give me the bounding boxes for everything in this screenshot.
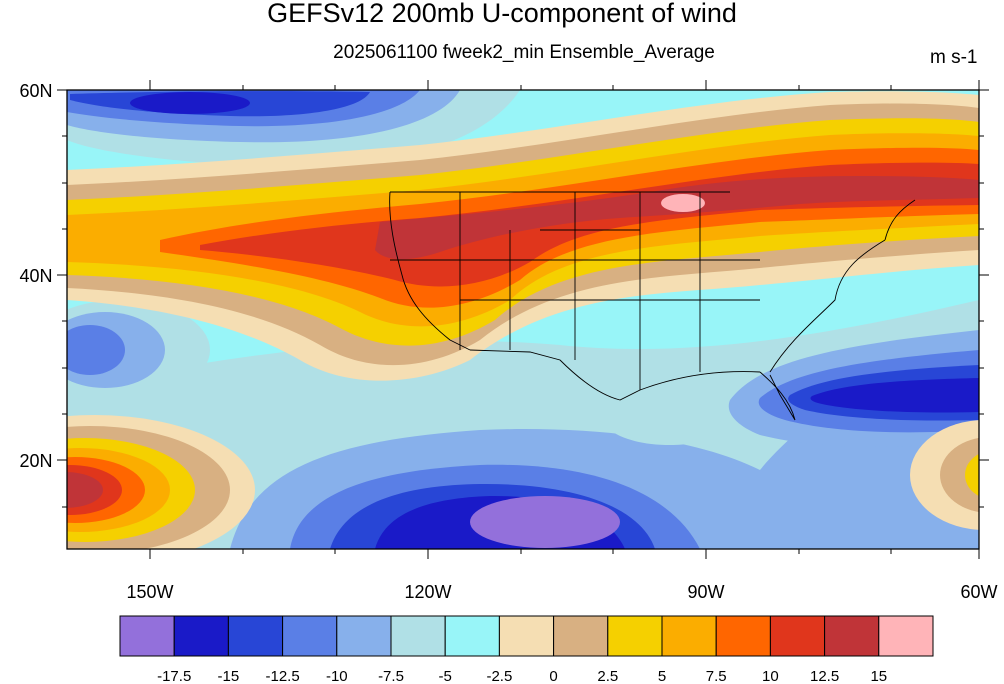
colorbar-label: 2.5 bbox=[597, 668, 618, 684]
colorbar-label: 15 bbox=[870, 668, 887, 684]
colorbar-label: 5 bbox=[658, 668, 666, 684]
lat-label-40n: 40N bbox=[19, 266, 52, 286]
colorbar-swatch bbox=[444, 615, 500, 657]
colorbar-swatch bbox=[498, 615, 555, 657]
colorbar-label: -10 bbox=[326, 668, 348, 684]
colorbar-label: 12.5 bbox=[810, 668, 839, 684]
lon-label-150w: 150W bbox=[126, 582, 173, 602]
wind-field bbox=[67, 90, 979, 549]
colorbar-swatch bbox=[769, 615, 826, 657]
colorbar-label: -5 bbox=[439, 668, 452, 684]
colorbar-swatch bbox=[336, 615, 392, 657]
lon-label-90w: 90W bbox=[687, 582, 724, 602]
map-frame bbox=[66, 89, 980, 550]
plot-subtitle: 2025061100 fweek2_min Ensemble_Average bbox=[333, 42, 715, 63]
lat-label-60n: 60N bbox=[19, 81, 52, 101]
colorbar-swatch bbox=[878, 615, 934, 657]
colorbar-swatch bbox=[607, 615, 663, 657]
colorbar-label: -2.5 bbox=[486, 668, 512, 684]
colorbar-label: 10 bbox=[762, 668, 779, 684]
colorbar-swatch bbox=[119, 615, 175, 657]
units-label: m s-1 bbox=[930, 47, 978, 68]
plot-title: GEFSv12 200mb U-component of wind bbox=[267, 0, 737, 28]
colorbar-label: 7.5 bbox=[706, 668, 727, 684]
colorbar-swatch bbox=[824, 615, 880, 657]
colorbar-swatch bbox=[390, 615, 446, 657]
colorbar-swatch bbox=[227, 615, 284, 657]
axis-ticks bbox=[57, 80, 989, 559]
colorbar-swatch bbox=[282, 615, 338, 657]
lat-label-20n: 20N bbox=[19, 451, 52, 471]
colorbar: -17.5 -15 -12.5 -10 -7.5 -5 -2.5 0 2.5 5 7.5 10 12.5… bbox=[119, 615, 934, 684]
colorbar-swatch bbox=[173, 615, 229, 657]
colorbar-label: -12.5 bbox=[265, 668, 299, 684]
colorbar-swatch bbox=[661, 615, 717, 657]
colorbar-swatch bbox=[553, 615, 609, 657]
colorbar-label: -17.5 bbox=[157, 668, 191, 684]
lon-label-60w: 60W bbox=[960, 582, 997, 602]
colorbar-swatch bbox=[715, 615, 771, 657]
colorbar-label: -7.5 bbox=[378, 668, 404, 684]
lon-label-120w: 120W bbox=[404, 582, 451, 602]
colorbar-label: 0 bbox=[549, 668, 557, 684]
colorbar-label: -15 bbox=[218, 668, 240, 684]
